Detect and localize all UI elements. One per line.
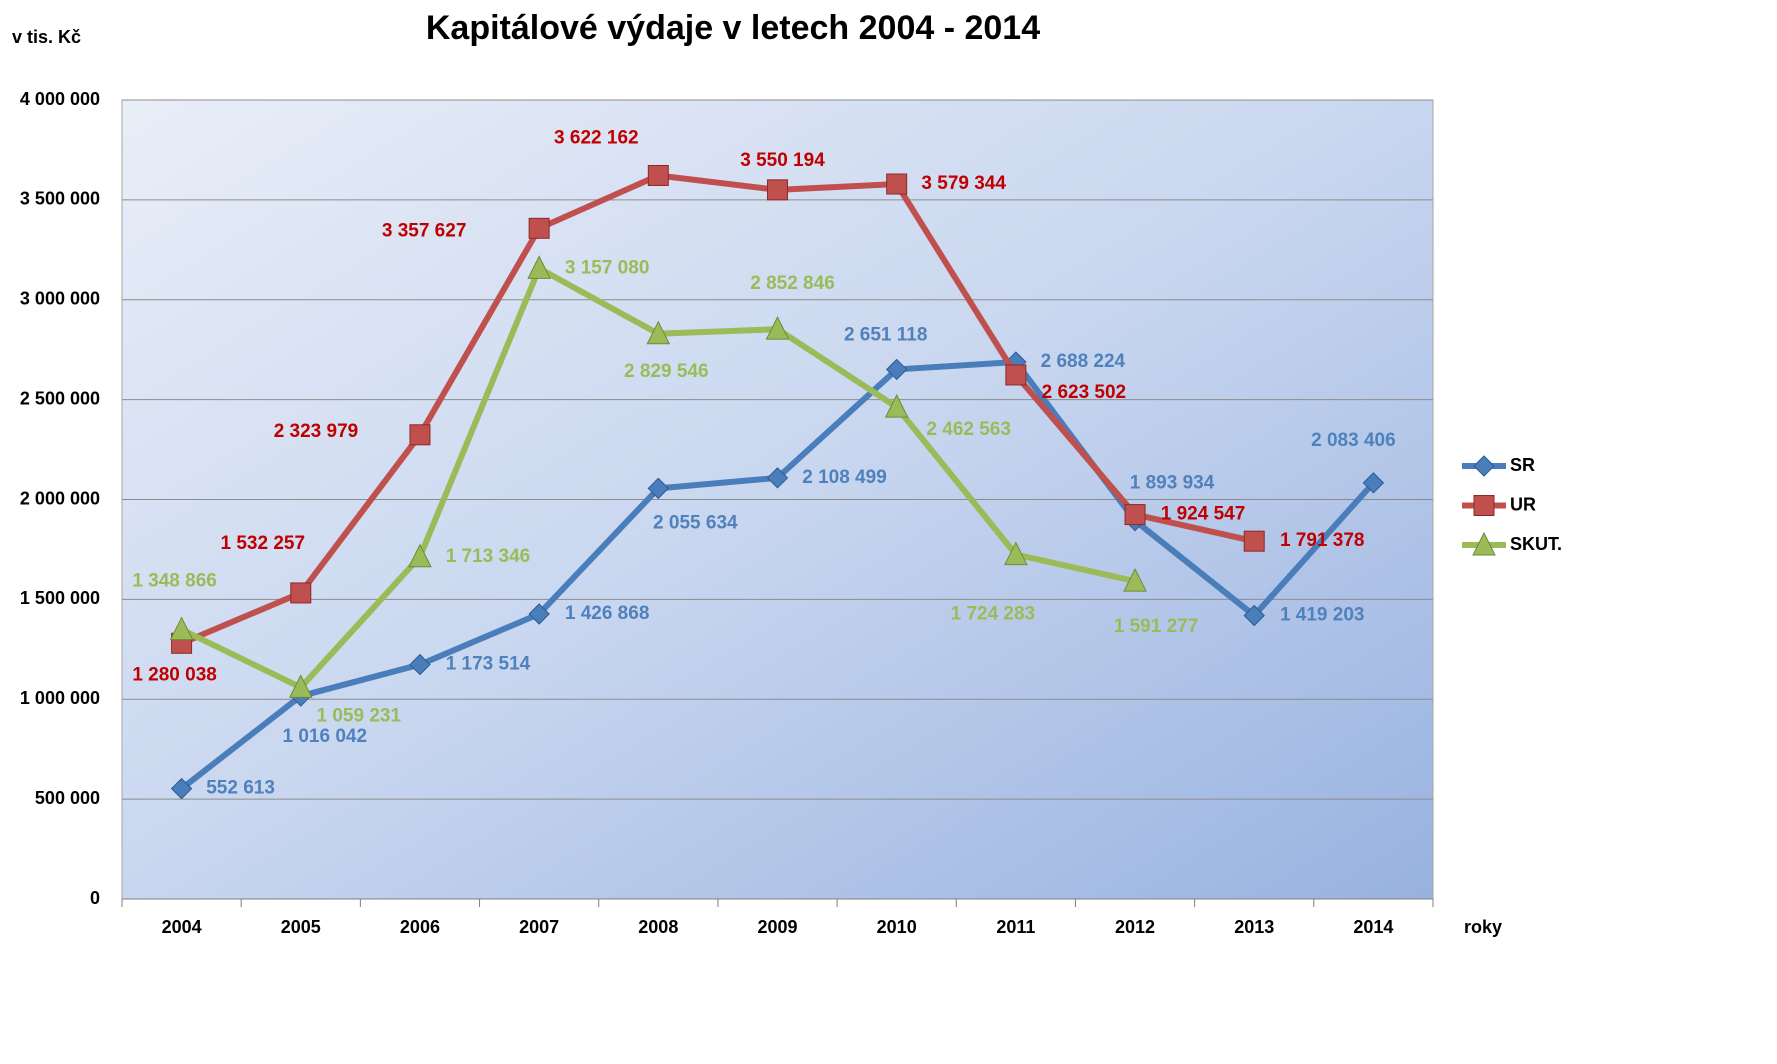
data-label: 1 893 934 xyxy=(1130,473,1215,494)
data-label: 2 462 563 xyxy=(926,419,1011,440)
x-tick-label: 2008 xyxy=(638,917,678,937)
series-line xyxy=(180,172,1255,647)
data-label: 2 083 406 xyxy=(1311,430,1396,451)
legend-marker xyxy=(1472,531,1496,556)
data-label: 1 173 514 xyxy=(446,654,531,675)
legend-label: SKUT. xyxy=(1510,534,1562,554)
data-label: 1 348 866 xyxy=(132,571,217,592)
x-axis-label: roky xyxy=(1464,917,1502,937)
data-label: 1 016 042 xyxy=(283,726,368,747)
x-tick-label: 2014 xyxy=(1353,917,1393,937)
y-tick-label: 2 000 000 xyxy=(20,488,100,508)
y-tick-label: 1 000 000 xyxy=(20,688,100,708)
y-tick-label: 2 500 000 xyxy=(20,388,100,408)
data-point xyxy=(1123,568,1147,592)
y-tick-label: 3 000 000 xyxy=(20,289,100,309)
y-tick-label: 1 500 000 xyxy=(20,588,100,608)
y-tick-label: 4 000 000 xyxy=(20,89,100,109)
x-tick-label: 2006 xyxy=(400,917,440,937)
data-label: 2 688 224 xyxy=(1041,351,1126,372)
data-point xyxy=(1362,472,1385,494)
x-tick-label: 2004 xyxy=(162,917,202,937)
data-label: 3 622 162 xyxy=(554,127,639,148)
x-tick-label: 2007 xyxy=(519,917,559,937)
x-tick-label: 2005 xyxy=(281,917,321,937)
data-point xyxy=(1005,364,1027,386)
data-label: 2 623 502 xyxy=(1042,382,1127,403)
data-label: 1 280 038 xyxy=(132,664,217,685)
data-point xyxy=(885,358,908,381)
data-point xyxy=(767,179,788,201)
data-point xyxy=(528,603,550,625)
data-point xyxy=(884,393,909,418)
data-point xyxy=(647,477,670,500)
data-point xyxy=(1124,504,1146,526)
x-tick-label: 2011 xyxy=(996,917,1035,937)
data-point xyxy=(170,777,193,800)
data-point xyxy=(647,164,669,186)
data-label: 1 419 203 xyxy=(1280,605,1365,626)
data-label: 2 852 846 xyxy=(750,273,835,294)
data-label: 2 323 979 xyxy=(274,421,359,442)
data-label: 2 829 546 xyxy=(624,361,709,382)
x-tick-label: 2009 xyxy=(757,917,797,937)
chart-title: Kapitálové výdaje v letech 2004 - 2014 xyxy=(426,9,1040,47)
legend-marker xyxy=(1473,455,1495,477)
data-point xyxy=(765,316,790,340)
data-label: 3 357 627 xyxy=(382,220,467,241)
data-label: 1 724 283 xyxy=(951,604,1036,625)
x-tick-label: 2010 xyxy=(877,917,917,937)
data-point xyxy=(1004,541,1028,566)
y-tick-label: 500 000 xyxy=(35,788,100,808)
y-axis-label: v tis. Kč xyxy=(12,27,81,47)
data-point xyxy=(288,674,313,698)
y-tick-label: 3 500 000 xyxy=(20,189,100,209)
legend-label: UR xyxy=(1510,494,1536,514)
legend-marker xyxy=(1473,495,1495,516)
data-label: 1 713 346 xyxy=(446,546,531,567)
data-label: 1 059 231 xyxy=(317,705,402,726)
data-point xyxy=(1243,530,1265,552)
data-label: 2 055 634 xyxy=(653,512,738,533)
data-point xyxy=(290,582,312,604)
data-label: 3 579 344 xyxy=(921,173,1006,194)
data-label: 3 157 080 xyxy=(565,257,650,278)
data-point xyxy=(646,320,671,345)
data-point xyxy=(527,255,551,279)
data-label: 1 426 868 xyxy=(565,603,650,624)
x-tick-label: 2012 xyxy=(1115,917,1155,937)
data-label: 2 108 499 xyxy=(802,467,887,488)
y-tick-label: 0 xyxy=(90,888,100,908)
data-point xyxy=(886,173,908,195)
legend-label: SR xyxy=(1510,455,1535,475)
data-point xyxy=(1243,604,1265,627)
data-point xyxy=(169,616,194,641)
data-label: 3 550 194 xyxy=(740,150,825,171)
data-point xyxy=(766,467,789,489)
data-label: 552 613 xyxy=(206,778,275,799)
x-tick-label: 2013 xyxy=(1234,917,1274,937)
data-label: 1 791 378 xyxy=(1280,530,1365,551)
data-point xyxy=(408,543,432,568)
data-label: 1 591 277 xyxy=(1114,616,1199,637)
data-point xyxy=(409,424,431,446)
data-point xyxy=(409,653,431,676)
data-point xyxy=(528,217,550,239)
data-label: 1 924 547 xyxy=(1161,504,1246,525)
data-label: 1 532 257 xyxy=(221,533,306,554)
data-label: 2 651 118 xyxy=(844,324,927,345)
